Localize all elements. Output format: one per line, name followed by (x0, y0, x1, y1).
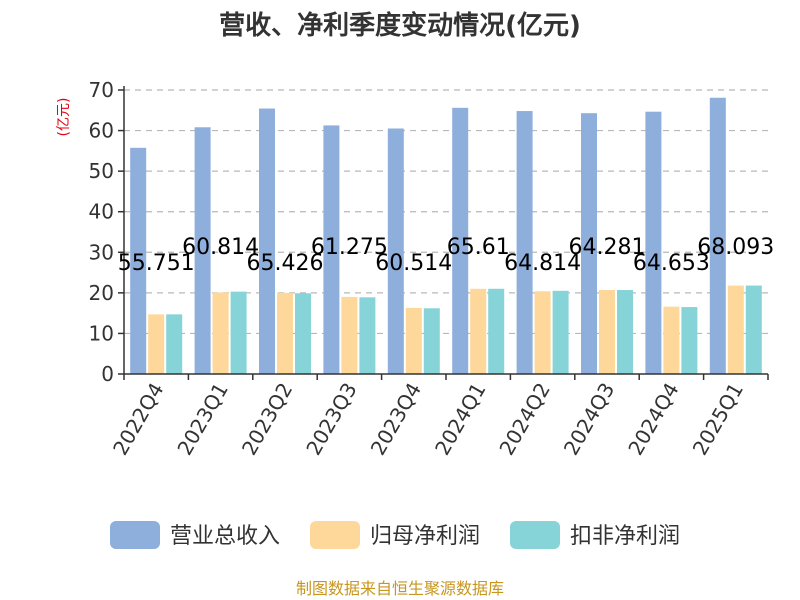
bar (488, 288, 505, 374)
data-label: 64.653 (633, 251, 710, 276)
bar (230, 291, 247, 374)
bar (259, 108, 275, 374)
legend-item[interactable]: 归母净利润 (310, 521, 480, 549)
bar (599, 290, 615, 374)
y-tick-label: 10 (89, 321, 114, 345)
y-tick-label: 60 (89, 119, 114, 143)
grid-lines (124, 89, 768, 335)
bar (359, 297, 376, 374)
y-tick-label: 40 (89, 200, 114, 224)
bar (194, 127, 211, 374)
data-label: 60.814 (182, 235, 259, 260)
bar (727, 285, 744, 374)
legend-label: 营业总收入 (170, 524, 280, 549)
y-axis-label: (亿元) (56, 98, 72, 137)
bar (166, 314, 183, 374)
data-labels: 55.75160.81465.42661.27560.51465.6164.81… (118, 235, 775, 276)
bar (681, 307, 698, 374)
bar (405, 307, 422, 374)
data-label: 65.426 (247, 251, 324, 276)
chart-title: 营收、净利季度变动情况(亿元) (219, 10, 581, 41)
bar (581, 113, 597, 375)
legend: 营业总收入 归母净利润 扣非净利润 (110, 521, 680, 549)
x-tick-label: 2023Q1 (172, 379, 232, 460)
x-tick-label: 2023Q4 (366, 379, 426, 460)
bar (212, 292, 229, 374)
bar (645, 111, 662, 374)
data-label: 68.093 (697, 235, 774, 260)
x-tick-label: 2024Q4 (623, 379, 683, 460)
x-tick-label: 2024Q1 (430, 379, 490, 460)
x-tick-label: 2024Q3 (559, 379, 619, 460)
data-label: 64.814 (504, 251, 581, 276)
x-tick-label: 2022Q4 (108, 379, 168, 460)
bar (323, 125, 340, 374)
bar (452, 107, 469, 375)
x-tick-label: 2023Q3 (301, 379, 361, 460)
bar (516, 111, 533, 374)
y-tick-label: 70 (89, 78, 114, 102)
legend-item[interactable]: 营业总收入 (110, 521, 280, 549)
data-label: 61.275 (311, 235, 388, 260)
y-tick-label: 30 (89, 240, 114, 264)
legend-swatch (510, 521, 560, 549)
x-tick-label: 2023Q2 (237, 379, 297, 460)
bar (470, 288, 487, 374)
data-label: 55.751 (118, 251, 195, 276)
bars (130, 97, 762, 375)
bar (277, 292, 293, 374)
bar (148, 314, 165, 374)
legend-item[interactable]: 扣非净利润 (510, 521, 680, 549)
source-note: 制图数据来自恒生聚源数据库 (296, 579, 504, 598)
y-tick-label: 50 (89, 159, 114, 183)
data-label: 65.61 (447, 235, 510, 260)
bar (663, 306, 680, 374)
legend-swatch (110, 521, 160, 549)
y-tick-label: 20 (89, 281, 114, 305)
bar (552, 290, 569, 374)
legend-label: 扣非净利润 (570, 524, 680, 549)
data-label: 60.514 (375, 251, 452, 276)
bar (745, 285, 762, 374)
bar (387, 128, 404, 374)
bar (341, 296, 358, 374)
x-tick-label: 2025Q1 (688, 379, 748, 460)
legend-swatch (310, 521, 360, 549)
bar (130, 147, 147, 374)
legend-label: 归母净利润 (370, 524, 480, 549)
bar (295, 293, 311, 374)
bar (617, 290, 633, 374)
x-tick-label: 2024Q2 (494, 379, 554, 460)
bar (709, 97, 726, 374)
y-tick-label: 0 (101, 362, 114, 386)
data-label: 64.281 (569, 235, 646, 260)
bar (423, 308, 440, 374)
bar (534, 291, 551, 374)
